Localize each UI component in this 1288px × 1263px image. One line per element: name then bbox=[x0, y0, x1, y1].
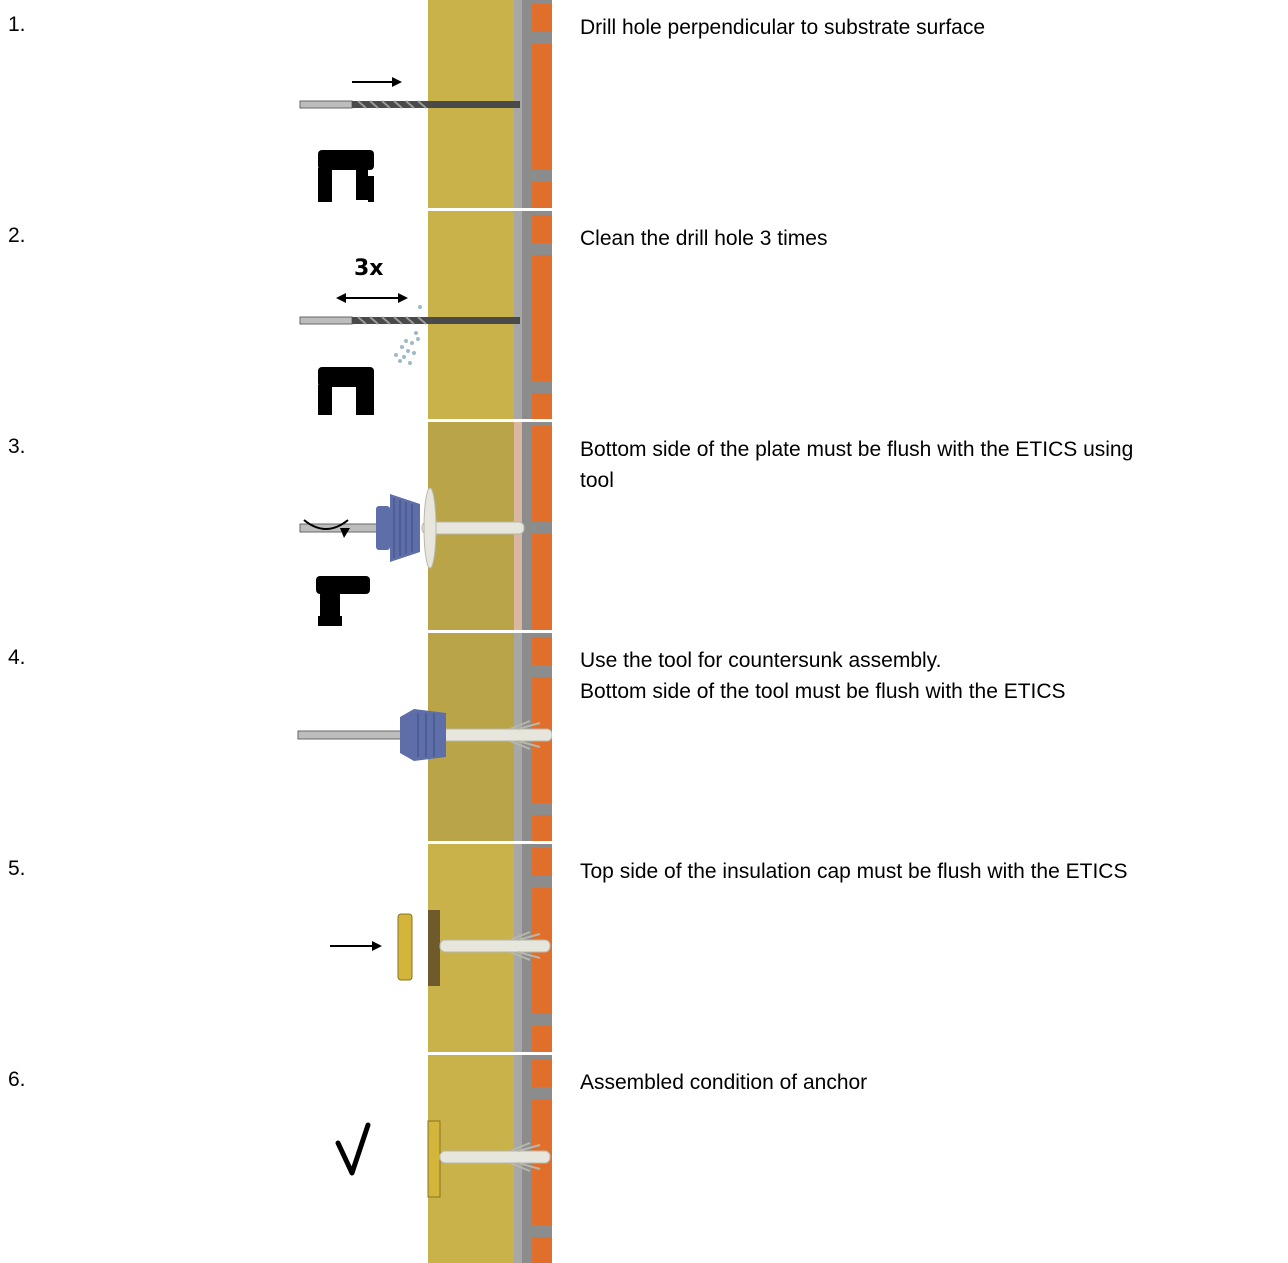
step-6-illustration bbox=[296, 1055, 552, 1263]
setting-tool-icon bbox=[297, 709, 446, 761]
arrow-right-icon bbox=[330, 941, 382, 951]
brick bbox=[532, 1026, 552, 1052]
step-1: 1. Drill hole per bbox=[0, 0, 1288, 208]
step-6: 6. Assembled condition of anchor bbox=[0, 1055, 1288, 1263]
plate-setting-illustration bbox=[299, 422, 552, 630]
step-description: Drill hole perpendicular to substrate su… bbox=[580, 16, 986, 39]
insulation-layer bbox=[428, 211, 514, 419]
brick bbox=[532, 255, 552, 381]
double-arrow-icon bbox=[336, 293, 408, 303]
arrow-right-icon bbox=[352, 77, 402, 87]
rotation-arrow-icon bbox=[303, 519, 350, 538]
step-5-illustration bbox=[296, 844, 552, 1052]
step-1-illustration bbox=[296, 0, 552, 208]
brick bbox=[532, 393, 552, 419]
step-description: Top side of the insulation cap must be f… bbox=[580, 860, 1128, 883]
brick bbox=[532, 1059, 552, 1087]
brick bbox=[532, 4, 552, 32]
brick bbox=[532, 182, 552, 208]
brick bbox=[532, 848, 552, 876]
repeat-count-label: 3x bbox=[354, 256, 384, 281]
step-4-illustration bbox=[296, 633, 552, 841]
insulation-cap-illustration bbox=[330, 844, 552, 1052]
brick bbox=[532, 534, 552, 630]
drilling-illustration bbox=[299, 0, 552, 208]
brick bbox=[532, 426, 552, 522]
brick bbox=[532, 1237, 552, 1263]
cordless-screwdriver-icon bbox=[316, 576, 370, 626]
brick bbox=[532, 215, 552, 243]
step-2: 2. 3x bbox=[0, 211, 1288, 419]
step-5: 5. Top side of the insulation cap must b… bbox=[0, 844, 1288, 1052]
anchor-icon bbox=[427, 1120, 551, 1198]
step-2-illustration: 3x bbox=[296, 211, 552, 419]
step-number: 4. bbox=[8, 646, 26, 669]
drill-icon bbox=[318, 367, 374, 415]
drill-bit-icon bbox=[299, 100, 520, 109]
render-layer bbox=[514, 211, 522, 419]
brick bbox=[532, 44, 552, 170]
step-3-illustration bbox=[296, 422, 552, 630]
step-description: Assembled condition of anchor bbox=[580, 1071, 868, 1094]
cleaning-illustration: 3x bbox=[299, 211, 552, 419]
step-description: Bottom side of the plate must be flush w… bbox=[580, 438, 1134, 492]
drill-bit-icon bbox=[299, 316, 520, 325]
step-number: 1. bbox=[8, 13, 26, 36]
dust-particles-icon bbox=[394, 305, 422, 365]
step-description: Use the tool for countersunk assembly. B… bbox=[580, 649, 1066, 703]
insulation-cap-icon bbox=[397, 913, 413, 981]
anchor-shaft-icon bbox=[421, 487, 525, 569]
brick bbox=[532, 815, 552, 841]
anchor-icon bbox=[428, 910, 551, 986]
step-number: 5. bbox=[8, 857, 26, 880]
anchor-shaft-icon bbox=[441, 720, 552, 750]
assembled-anchor-illustration bbox=[335, 1055, 552, 1263]
checkmark-icon bbox=[335, 1122, 371, 1176]
step-number: 2. bbox=[8, 224, 26, 247]
countersunk-assembly-illustration bbox=[297, 633, 552, 841]
step-description: Clean the drill hole 3 times bbox=[580, 227, 828, 250]
step-number: 6. bbox=[8, 1068, 26, 1091]
drill-icon bbox=[318, 150, 374, 202]
step-4: 4. Use the tool for countersunk assembly… bbox=[0, 633, 1288, 841]
brick bbox=[532, 637, 552, 665]
step-3: 3. bbox=[0, 422, 1288, 630]
step-number: 3. bbox=[8, 435, 26, 458]
